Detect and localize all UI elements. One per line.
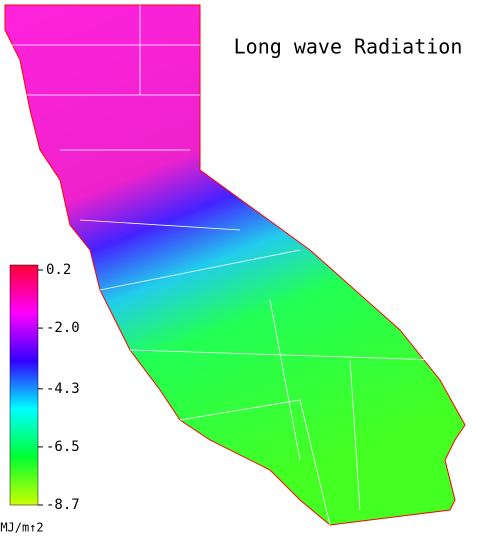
county-lines [5, 5, 441, 526]
colorbar-unit: MJ/m↑2 [0, 521, 43, 535]
colorbar-tick-label: -8.7 [46, 497, 80, 513]
map-title: Long wave Radiation [234, 35, 463, 59]
colorbar-tick-label: -6.5 [46, 439, 80, 455]
colorbar-tick-label: 0.2 [46, 262, 71, 278]
colorbar-tick-label: -2.0 [46, 320, 80, 336]
colorbar [9, 264, 39, 506]
california-map [4, 4, 466, 526]
colorbar-tick-label: -4.3 [46, 381, 80, 397]
